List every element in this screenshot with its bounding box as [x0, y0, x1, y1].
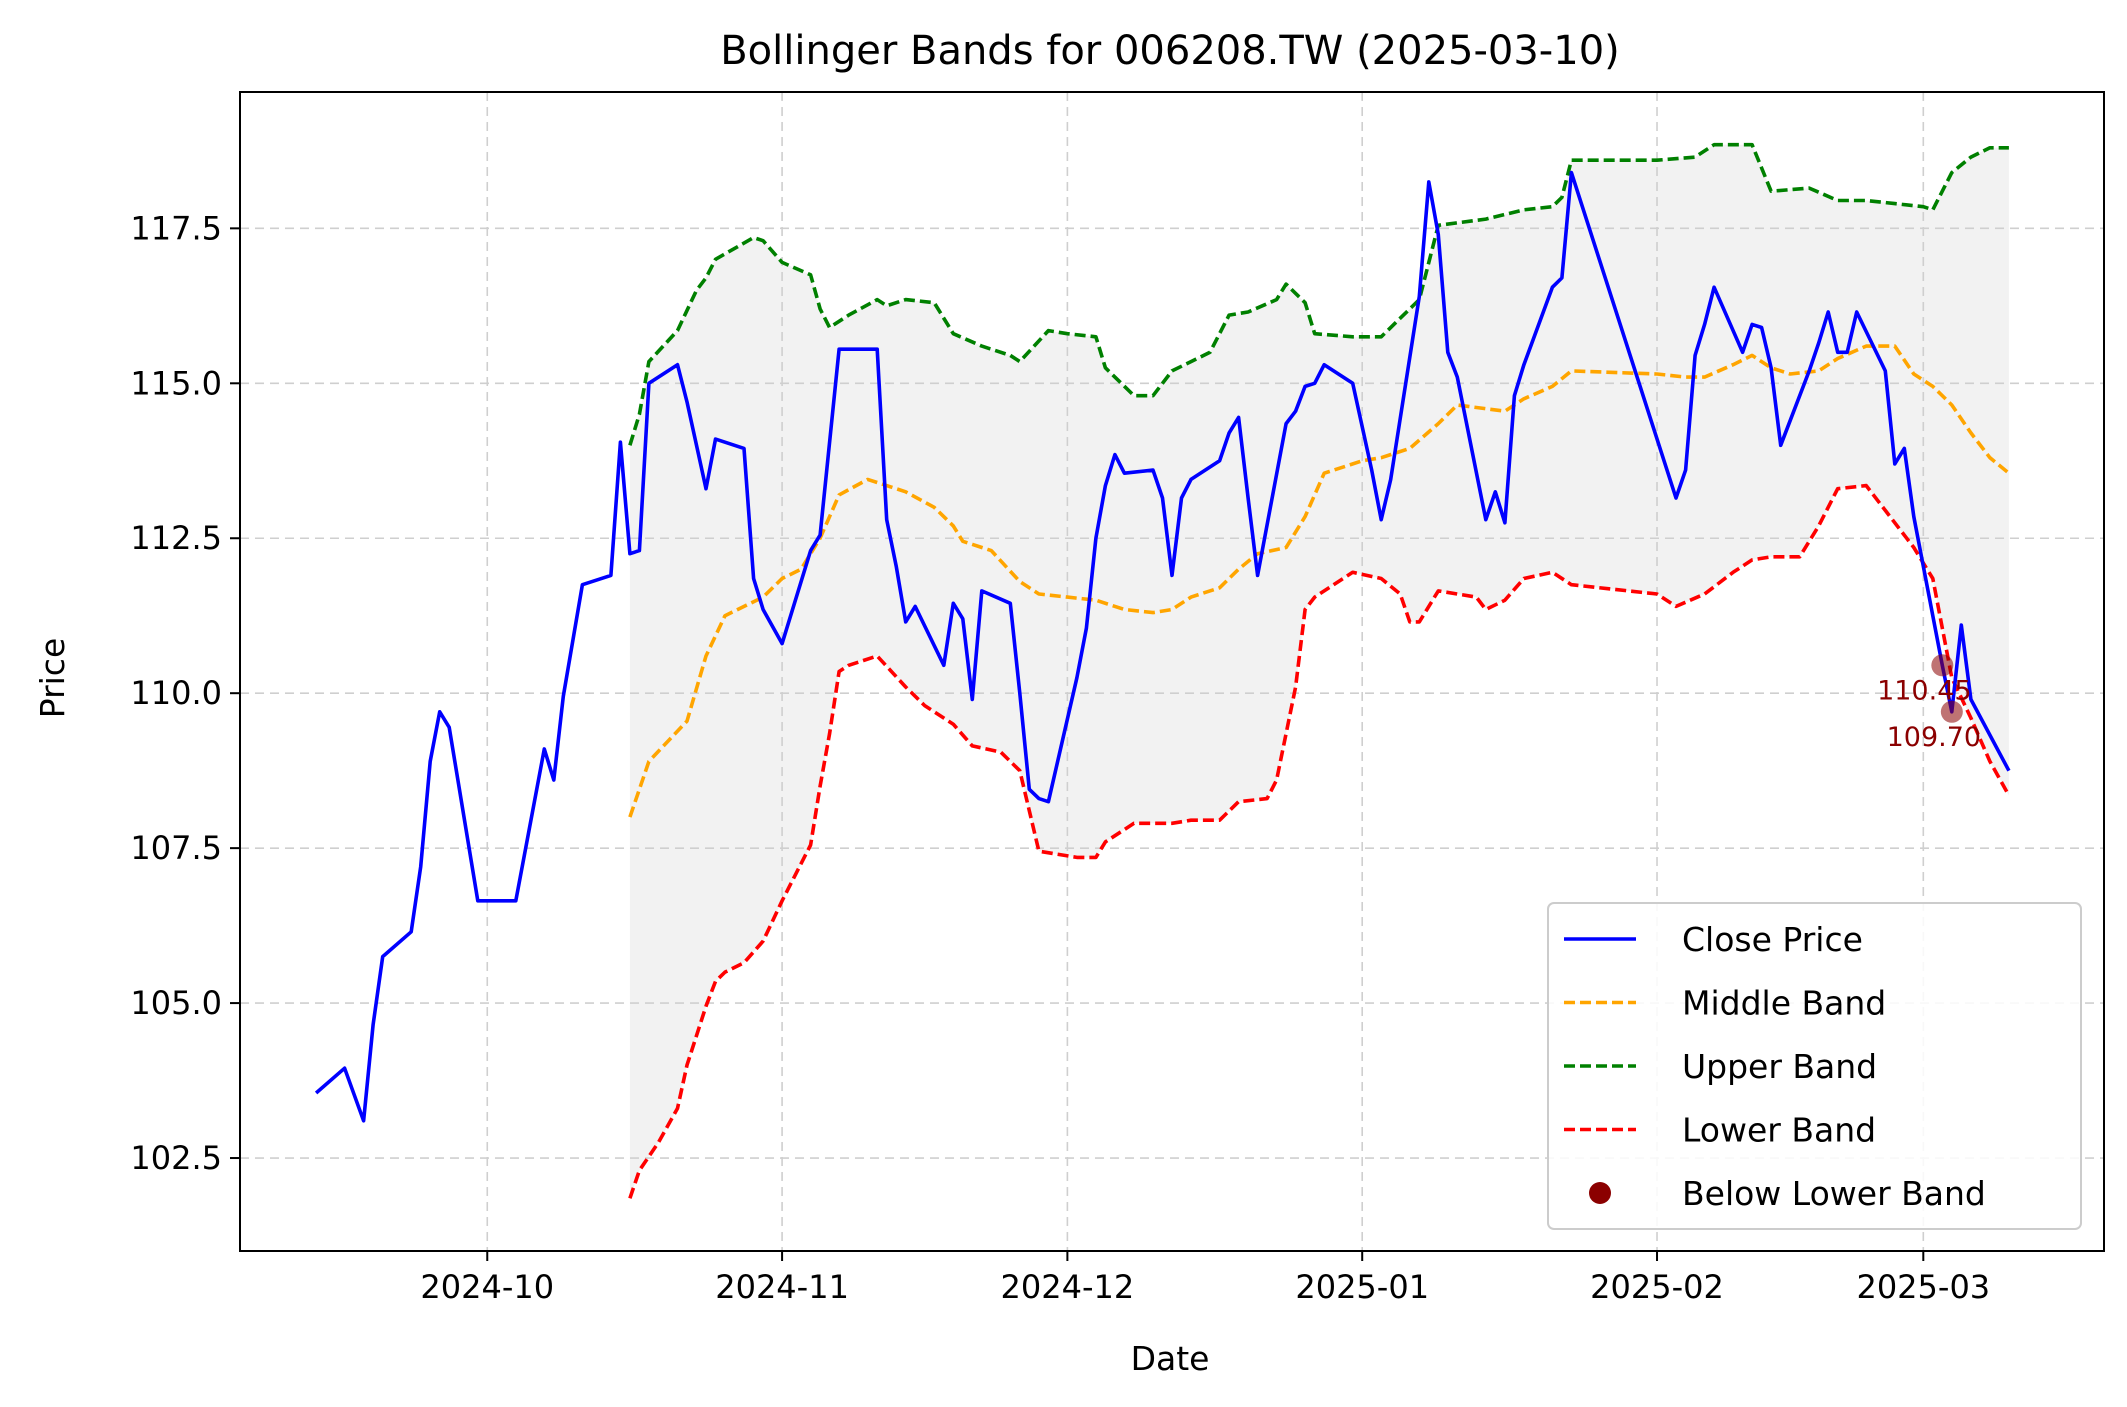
price-annotation: 109.70 — [1887, 722, 1981, 753]
legend-swatch-below-lower-band — [1589, 1182, 1611, 1204]
legend-label-close-price: Close Price — [1682, 920, 1863, 959]
below-lower-band-marker — [1940, 700, 1963, 723]
y-tick-label: 112.5 — [130, 519, 222, 557]
chart-title: Bollinger Bands for 006208.TW (2025-03-1… — [720, 28, 1620, 74]
x-tick-label: 2025-02 — [1590, 1268, 1724, 1306]
x-tick-label: 2024-11 — [715, 1268, 849, 1306]
x-tick-label: 2025-03 — [1856, 1268, 1990, 1306]
legend-label-middle-band: Middle Band — [1682, 984, 1886, 1023]
x-axis-label: Date — [1131, 1339, 1210, 1378]
x-tick-label: 2024-12 — [1001, 1268, 1135, 1306]
series-line-upper-band — [628, 142, 2009, 446]
marker-layer — [1931, 654, 1963, 723]
x-tick-label: 2024-10 — [420, 1268, 554, 1306]
x-tick-label: 2025-01 — [1295, 1268, 1429, 1306]
band-fill-layer — [629, 144, 2009, 1199]
y-tick-label: 105.0 — [130, 984, 222, 1022]
y-axis: 102.5 105.0 107.5 110.0 112.5 115.0 117.5 — [130, 209, 240, 1177]
legend-label-upper-band: Upper Band — [1682, 1047, 1877, 1086]
annotation-layer: 110.45 109.70 — [1877, 675, 1981, 752]
legend-label-below-lower-band: Below Lower Band — [1682, 1174, 1986, 1213]
below-lower-band-marker — [1931, 654, 1954, 677]
plot-frame — [239, 91, 2105, 1252]
price-annotation: 110.45 — [1877, 675, 1971, 706]
legend-box — [1547, 902, 2082, 1230]
y-axis-label: Price — [33, 638, 72, 719]
legend: Close Price Middle Band Upper Band Lower Ba… — [1547, 902, 2082, 1230]
y-tick-label: 117.5 — [130, 209, 222, 247]
x-axis: 2024-10 2024-11 2024-12 2025-01 2025-02 2025-… — [420, 1251, 1990, 1306]
series-line-close-price — [314, 170, 2011, 1123]
y-tick-label: 115.0 — [130, 364, 222, 402]
y-tick-label: 110.0 — [130, 674, 222, 712]
series-line-lower-band — [628, 483, 2011, 1199]
series-layer — [314, 142, 2011, 1199]
legend-label-lower-band: Lower Band — [1682, 1111, 1876, 1150]
y-tick-label: 102.5 — [130, 1139, 222, 1177]
band-fill — [629, 144, 2009, 1199]
y-tick-label: 107.5 — [130, 829, 222, 867]
